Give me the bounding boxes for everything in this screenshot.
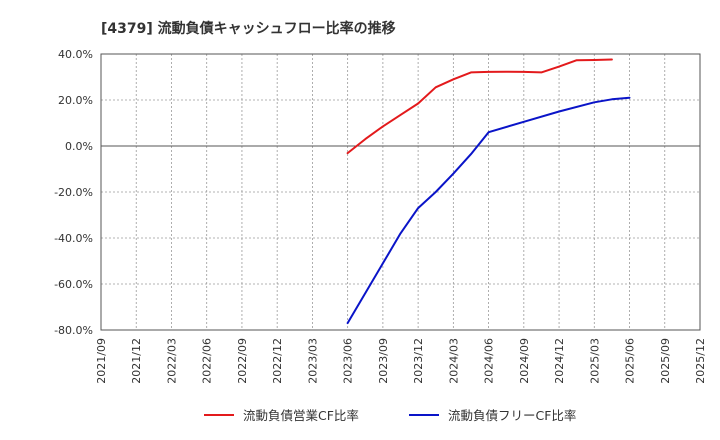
plot-frame <box>100 53 701 331</box>
x-tick-label: 2025/12 <box>694 338 707 384</box>
legend-label-1: 流動負債営業CF比率 <box>243 408 359 423</box>
x-tick-label: 2022/06 <box>201 338 214 384</box>
x-tick-label: 2025/06 <box>624 338 637 384</box>
x-tick-label: 2022/12 <box>271 338 284 384</box>
x-tick-label: 2022/09 <box>236 338 249 384</box>
legend-label-2: 流動負債フリーCF比率 <box>448 408 576 423</box>
y-tick-label: -60.0% <box>54 278 93 291</box>
legend: 流動負債営業CF比率 流動負債フリーCF比率 <box>204 408 576 423</box>
x-tick-label: 2023/09 <box>377 338 390 384</box>
y-tick-label: 40.0% <box>58 48 93 61</box>
grid-lines <box>101 54 700 330</box>
axes <box>100 53 701 331</box>
series-lines <box>346 58 631 325</box>
x-tick-label: 2021/09 <box>95 338 108 384</box>
y-tick-label: -40.0% <box>54 232 93 245</box>
x-tick-label: 2025/03 <box>588 338 601 384</box>
chart-title: [4379] 流動負債キャッシュフロー比率の推移 <box>101 20 396 37</box>
x-tick-label: 2023/06 <box>342 338 355 384</box>
series-line-2 <box>346 96 631 325</box>
y-tick-label: -20.0% <box>54 186 93 199</box>
x-tick-label: 2024/12 <box>553 338 566 384</box>
x-tick-label: 2022/03 <box>165 338 178 384</box>
y-tick-label: 20.0% <box>58 94 93 107</box>
x-tick-label: 2023/12 <box>412 338 425 384</box>
x-tick-label: 2021/12 <box>130 338 143 384</box>
x-tick-label: 2025/09 <box>659 338 672 384</box>
y-tick-labels: 40.0% 20.0% 0.0% -20.0% -40.0% -60.0% -80.0% <box>54 48 93 337</box>
x-tick-label: 2023/03 <box>306 338 319 384</box>
x-tick-labels: 2021/09 2021/12 2022/03 2022/06 2022/09 2022/… <box>95 338 707 384</box>
y-tick-label: -80.0% <box>54 324 93 337</box>
series-line-1 <box>346 58 613 155</box>
x-tick-label: 2024/03 <box>447 338 460 384</box>
x-tick-label: 2024/09 <box>518 338 531 384</box>
x-tick-label: 2024/06 <box>483 338 496 384</box>
y-tick-label: 0.0% <box>65 140 93 153</box>
